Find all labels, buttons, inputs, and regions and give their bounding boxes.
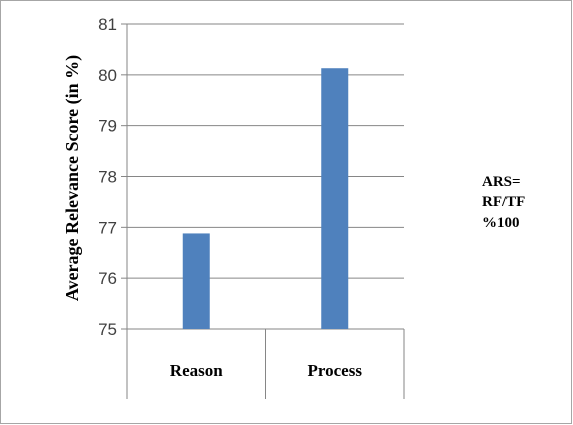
y-tick-label: 76	[98, 269, 117, 288]
gridlines	[121, 23, 404, 330]
axes	[126, 24, 405, 399]
y-tick-label: 78	[98, 168, 117, 187]
y-axis-label: Average Relevance Score (in %)	[62, 55, 83, 301]
annotation-line-2: RF/TF	[482, 194, 525, 210]
bar-process	[321, 68, 349, 329]
y-tick-labels: 75 76 77 78 79 80 81	[98, 15, 117, 339]
category-label: Reason	[170, 361, 223, 380]
bar-reason	[182, 233, 210, 329]
y-tick-label: 80	[98, 66, 117, 85]
y-tick-label: 81	[98, 15, 117, 34]
y-tick-label: 77	[98, 218, 117, 237]
y-tick-label: 75	[98, 320, 117, 339]
annotation: ARS= RF/TF %100	[482, 174, 525, 231]
annotation-line-1: ARS=	[482, 174, 521, 190]
y-tick-label: 79	[98, 117, 117, 136]
bars	[182, 68, 349, 329]
annotation-line-3: %100	[482, 215, 520, 231]
x-category-labels: Reason Process	[170, 361, 363, 380]
category-label: Process	[308, 361, 363, 380]
